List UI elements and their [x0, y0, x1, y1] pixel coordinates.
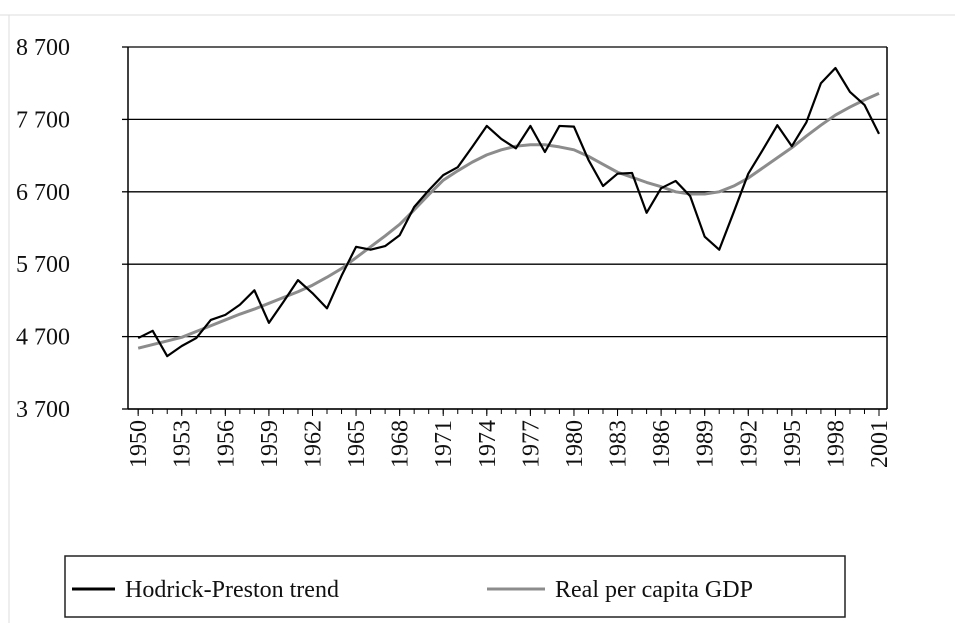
- legend-label: Real per capita GDP: [555, 577, 753, 603]
- x-tick-label: 1977: [518, 420, 544, 468]
- y-tick-label: 8 700: [16, 35, 70, 61]
- x-tick-label: 1986: [649, 420, 675, 468]
- x-tick-label: 2001: [867, 420, 893, 468]
- x-tick-label: 1971: [431, 420, 457, 468]
- x-tick-label: 1995: [780, 420, 806, 468]
- y-tick-label: 5 700: [16, 252, 70, 278]
- x-tick-label: 1950: [126, 420, 152, 468]
- x-tick-label: 1962: [300, 420, 326, 468]
- series-line: [137, 91, 880, 350]
- x-tick-label: 1956: [213, 420, 239, 468]
- y-tick-label: 6 700: [16, 180, 70, 206]
- x-tick-label: 1983: [606, 420, 632, 468]
- series-line: [137, 66, 880, 358]
- x-tick-label: 1968: [388, 420, 414, 468]
- x-tick-label: 1959: [257, 420, 283, 468]
- x-tick-label: 1989: [693, 420, 719, 468]
- x-tick-label: 1992: [736, 420, 762, 468]
- y-tick-label: 3 700: [16, 397, 70, 423]
- legend-label: Hodrick-Preston trend: [125, 577, 339, 603]
- x-tick-label: 1965: [344, 420, 370, 468]
- x-tick-label: 1974: [475, 420, 501, 468]
- x-tick-label: 1980: [562, 420, 588, 468]
- y-tick-label: 4 700: [16, 325, 70, 351]
- y-tick-label: 7 700: [16, 107, 70, 133]
- x-tick-label: 1953: [170, 420, 196, 468]
- legend-box: [64, 555, 846, 618]
- x-tick-label: 1998: [823, 420, 849, 468]
